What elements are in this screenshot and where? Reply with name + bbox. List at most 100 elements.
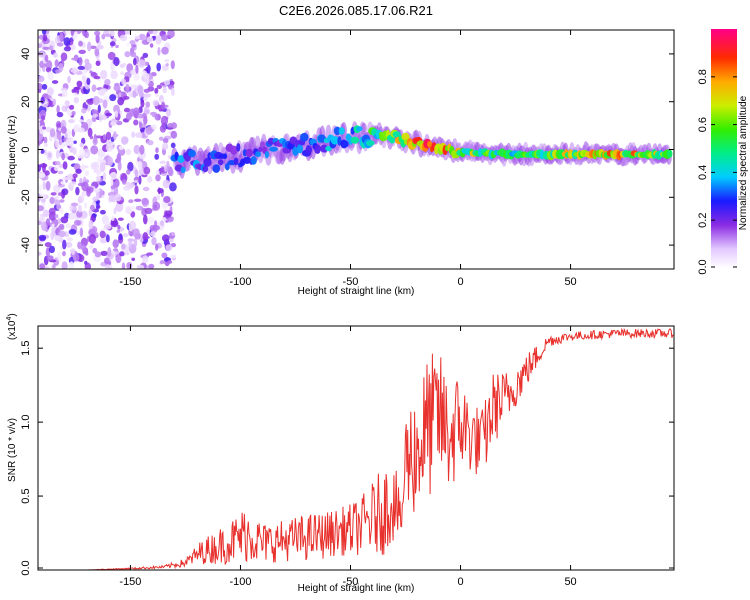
- spectrogram-noise-speck: [154, 87, 159, 94]
- spectrogram-xtick-label: -100: [229, 276, 251, 288]
- spectrogram-noise-speck: [60, 52, 68, 61]
- spectrogram-noise-speck: [147, 64, 151, 74]
- spectrogram-noise-speck: [76, 80, 83, 88]
- spectrogram-noise-speck: [38, 205, 44, 212]
- spectrogram-noise-speck: [130, 84, 138, 90]
- spectrogram-noise-speck: [87, 100, 94, 105]
- spectrogram-noise-speck: [61, 152, 65, 161]
- colorbar-tick-label: 0.6: [697, 117, 709, 132]
- spectrogram-noise-speck: [155, 147, 159, 154]
- spectrogram-noise-speck: [47, 71, 54, 81]
- spectrogram-noise-speck: [72, 173, 78, 179]
- spectrogram-noise-speck: [53, 52, 58, 58]
- spectrogram-noise-speck: [58, 163, 64, 168]
- spectrogram-noise-speck: [54, 214, 59, 219]
- spectrogram-noise-speck: [53, 184, 61, 194]
- spectrogram-ridge-blob: [392, 131, 401, 138]
- spectrogram-noise-speck: [164, 59, 170, 63]
- spectrogram-noise-speck: [134, 198, 142, 202]
- spectrogram-noise-speck: [170, 243, 176, 248]
- spectrogram-noise-speck: [42, 66, 46, 73]
- spectrogram-noise-speck: [99, 230, 106, 239]
- spectrogram-noise-speck: [137, 85, 144, 94]
- spectrogram-noise-speck: [100, 250, 108, 256]
- spectrogram-noise-speck: [61, 89, 68, 98]
- spectrogram-noise-speck: [65, 223, 72, 229]
- spectrogram-noise-speck: [82, 30, 86, 36]
- spectrogram-noise-speck: [128, 220, 137, 230]
- spectrogram-noise-speck: [133, 119, 139, 126]
- spectrogram-noise-speck: [59, 32, 64, 43]
- spectrogram-noise-speck: [85, 31, 89, 39]
- snr-xlabel: Height of straight line (km): [298, 583, 415, 594]
- spectrogram-noise-speck: [154, 153, 160, 160]
- spectrogram-noise-speck: [127, 161, 134, 172]
- spectrogram-noise-speck: [100, 69, 108, 80]
- spectrogram-noise-speck: [130, 211, 136, 218]
- spectrogram-noise-speck: [112, 248, 118, 252]
- spectrogram-noise-speck: [165, 244, 173, 252]
- spectrogram-noise-speck: [133, 73, 140, 81]
- spectrogram-noise-speck: [137, 59, 146, 68]
- spectrogram-noise-speck: [161, 101, 166, 111]
- spectrogram-noise-speck: [160, 115, 168, 126]
- spectrogram-noise-speck: [170, 60, 175, 70]
- spectrogram-noise-speck: [42, 126, 47, 130]
- spectrogram-noise-speck: [48, 207, 56, 215]
- spectrogram-noise-speck: [159, 160, 167, 164]
- spectrogram-noise-speck: [89, 135, 94, 140]
- spectrogram-noise-speck: [162, 142, 169, 151]
- spectrogram-noise-speck: [159, 124, 167, 133]
- spectrogram-noise-speck: [93, 75, 101, 80]
- spectrogram-noise-speck: [81, 107, 87, 114]
- spectrogram-noise-speck: [162, 138, 169, 144]
- spectrogram-noise-speck: [112, 239, 119, 249]
- spectrogram-xtick-label: 0: [457, 276, 463, 288]
- spectrogram-noise-speck: [144, 106, 148, 111]
- spectrogram-ridge-blob: [223, 153, 228, 159]
- spectrogram-noise-speck: [131, 257, 136, 261]
- spectrogram-noise-speck: [116, 120, 123, 126]
- spectrogram-noise-speck: [84, 170, 90, 176]
- spectrogram-noise-speck: [57, 170, 64, 175]
- spectrogram-noise-speck: [69, 104, 75, 110]
- spectrogram-noise-speck: [157, 46, 161, 56]
- spectrogram-noise-speck: [72, 147, 77, 155]
- spectrogram-noise-speck: [164, 210, 173, 217]
- spectrogram-noise-speck: [57, 218, 61, 225]
- spectrogram-noise-speck: [113, 207, 117, 215]
- spectrogram-noise-speck: [78, 56, 83, 66]
- spectrogram-noise-speck: [52, 98, 56, 106]
- spectrogram-noise-speck: [64, 132, 68, 139]
- spectrogram-noise-speck: [131, 131, 136, 139]
- spectrogram-noise-speck: [88, 208, 92, 217]
- spectrogram-noise-speck: [101, 215, 109, 225]
- spectrogram-noise-speck: [38, 120, 41, 131]
- spectrogram-noise-speck: [57, 225, 65, 231]
- spectrogram-noise-speck: [94, 251, 102, 258]
- spectrogram-ridge-blob: [255, 151, 262, 158]
- spectrogram-noise-speck: [66, 237, 74, 242]
- spectrogram-noise-speck: [73, 140, 77, 144]
- spectrogram-noise-speck: [63, 46, 72, 52]
- spectrogram-noise-speck: [38, 83, 44, 91]
- spectrogram-noise-speck: [118, 92, 122, 98]
- spectrogram-noise-speck: [95, 60, 101, 66]
- snr-marks: [38, 327, 674, 570]
- spectrogram-noise-speck: [167, 154, 172, 160]
- spectrogram-noise-speck: [76, 230, 81, 235]
- spectrogram-noise-speck: [110, 220, 119, 228]
- spectrogram-noise-speck: [65, 138, 72, 146]
- spectrogram-noise-speck: [62, 239, 67, 250]
- spectrogram-noise-speck: [143, 166, 151, 175]
- spectrogram-noise-speck: [48, 245, 56, 254]
- spectrogram-ridge-blob: [236, 143, 241, 152]
- spectrogram-noise-speck: [142, 186, 150, 192]
- spectrogram-noise-speck: [61, 188, 69, 196]
- spectrogram-noise-speck: [142, 235, 150, 240]
- spectrogram-noise-speck: [125, 148, 132, 156]
- spectrogram-ridge-blob: [343, 140, 349, 148]
- spectrogram-noise-speck: [120, 71, 125, 76]
- spectrogram-noise-speck: [152, 100, 159, 107]
- spectrogram-noise-speck: [54, 59, 59, 68]
